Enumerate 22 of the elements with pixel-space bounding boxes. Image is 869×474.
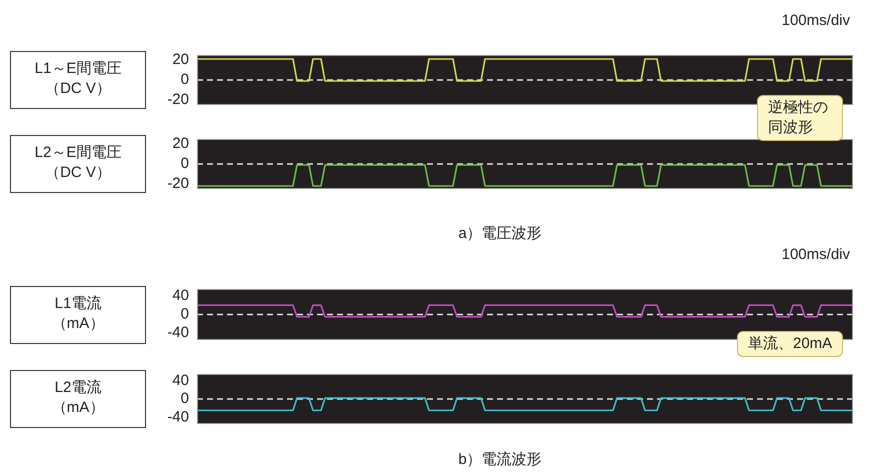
y-tick-label: 20 bbox=[172, 135, 189, 152]
y-axis-title: L1～E間電圧（DC V） bbox=[34, 59, 122, 99]
y-axis-title: L1電流（mA） bbox=[50, 294, 106, 334]
text: 100ms/div bbox=[782, 246, 850, 263]
y-tick-label: 0 bbox=[180, 155, 189, 172]
y-tick-label: 40 bbox=[172, 372, 189, 389]
y-axis-title: L2～E間電圧（DC V） bbox=[34, 143, 122, 183]
y-tick-label: -20 bbox=[167, 175, 189, 192]
y-tick-label: 20 bbox=[172, 51, 189, 68]
y-tick-label: 0 bbox=[180, 306, 189, 323]
y-axis-title: L2電流（mA） bbox=[50, 378, 106, 418]
y-tick-label: 40 bbox=[172, 287, 189, 304]
y-tick-label: -40 bbox=[167, 324, 189, 342]
y-tick-label: -20 bbox=[167, 91, 189, 108]
text: b）電流波形 bbox=[457, 450, 543, 469]
text: a）電圧波形 bbox=[457, 224, 543, 243]
text: 100ms/div bbox=[782, 12, 850, 29]
annotation: 逆極性の同波形 bbox=[757, 95, 843, 141]
y-tick-label: 0 bbox=[180, 390, 189, 408]
y-tick-label: 0 bbox=[180, 71, 189, 88]
y-tick-label: -40 bbox=[167, 408, 189, 426]
annotation: 単流、20mA bbox=[737, 331, 844, 357]
